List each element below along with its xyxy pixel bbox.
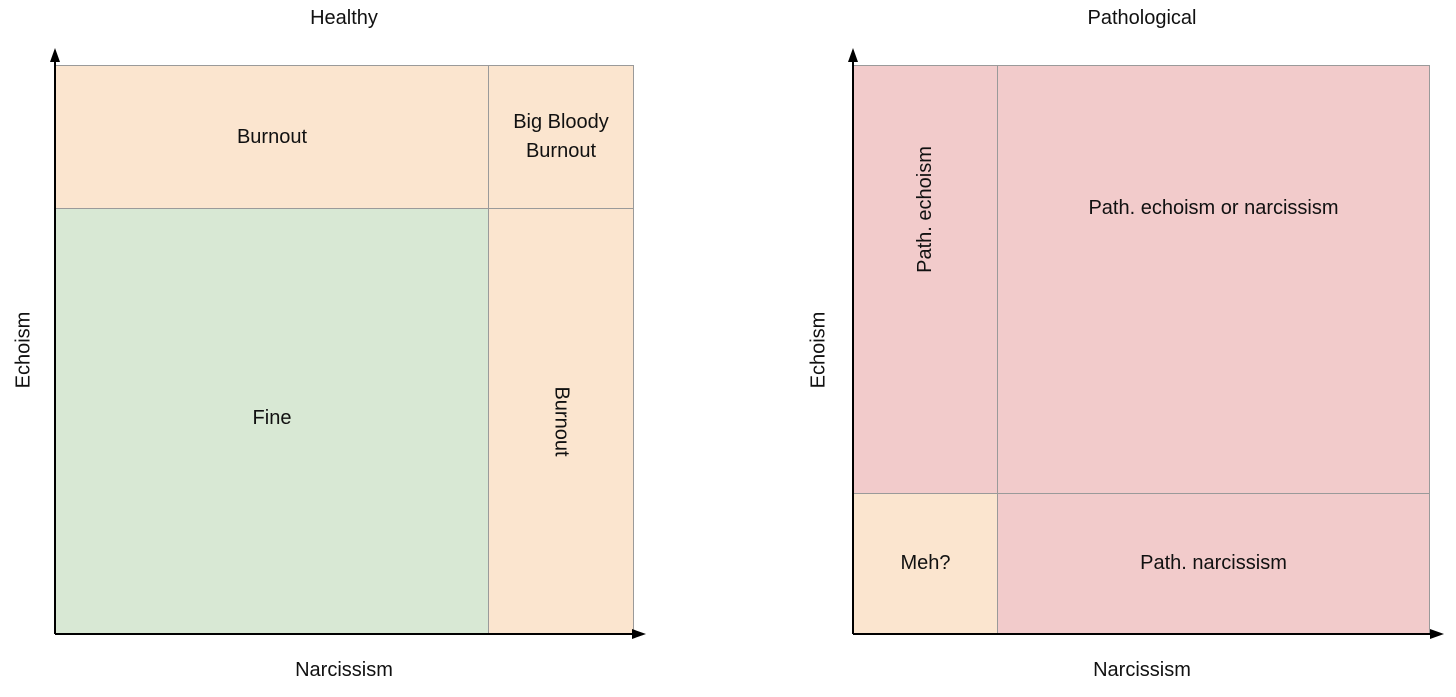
cell-path-echoism: Path. echoism [853,65,998,494]
cell-label: Path. echoism [913,146,936,273]
y-axis-arrow [50,48,60,62]
cell-label: Meh? [900,552,951,574]
cell-label: Path. narcissism [1140,552,1287,574]
cell-meh: Meh? [853,493,998,634]
cell-burnout-top: Burnout [55,65,489,209]
cell-label: Big Bloody Burnout [513,111,609,162]
x-axis-label: Narcissism [295,659,393,681]
y-axis-label: Echoism [12,311,35,389]
pathological-panel: Pathological Path. echoism Path. echoism… [728,0,1456,697]
panel-title: Healthy [310,7,378,29]
cell-label: Burnout [550,385,573,457]
cell-burnout-right: Burnout [488,208,634,634]
x-axis-arrow [632,629,646,639]
x-axis-arrow [1430,629,1444,639]
cell-label: Fine [252,406,292,429]
healthy-panel: Healthy Burnout Big Bloody Burnout Fine … [12,7,646,681]
panel-title: Pathological [1087,7,1197,29]
y-axis-label: Echoism [807,311,830,389]
x-axis-label: Narcissism [1093,659,1191,681]
cell-path-narcissism: Path. narcissism [997,493,1430,634]
cell-label: Burnout [236,125,308,148]
cell-big-bloody-burnout: Big Bloody Burnout [488,65,634,209]
cell-label: Path. echoism or narcissism [1088,197,1339,219]
cell-fine: Fine [55,208,489,634]
y-axis-arrow [848,48,858,62]
cell-path-echoism-or-narcissism: Path. echoism or narcissism [997,65,1430,494]
